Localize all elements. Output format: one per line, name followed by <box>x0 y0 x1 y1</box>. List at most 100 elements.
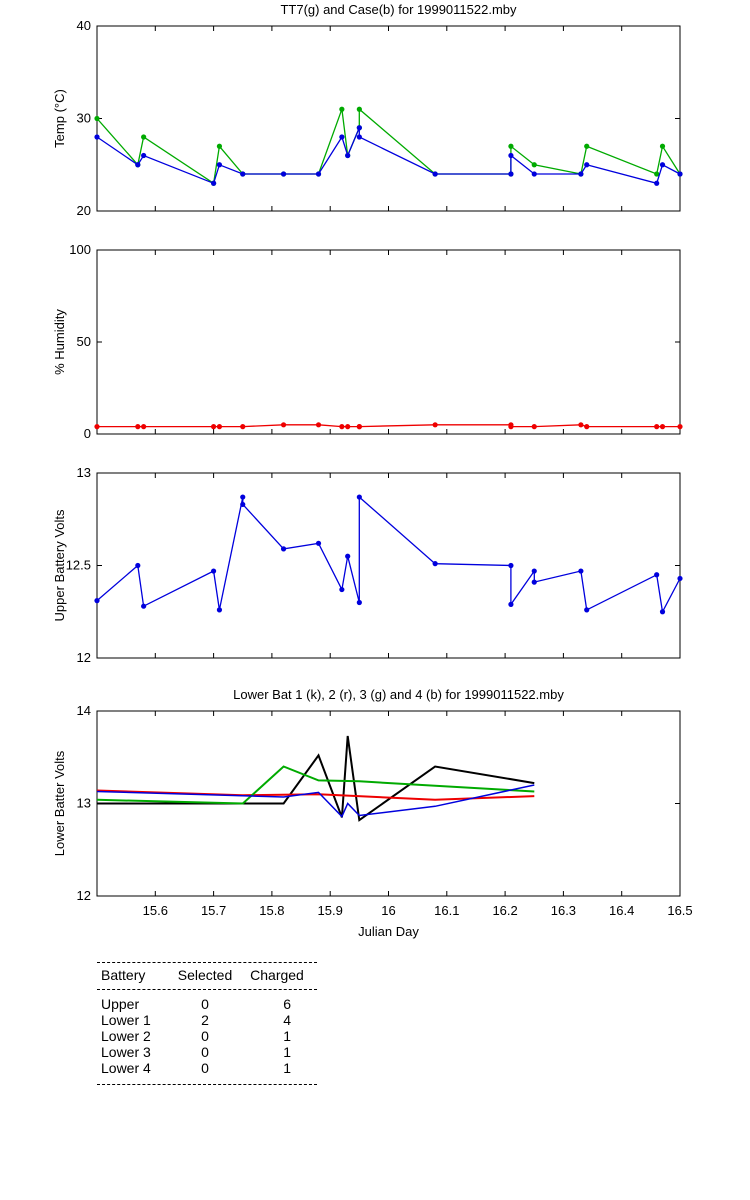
x-tick-label: 15.8 <box>259 903 284 918</box>
y-tick-label: 40 <box>77 18 91 33</box>
data-point <box>94 598 100 604</box>
data-point <box>135 562 141 569</box>
data-point <box>508 424 514 430</box>
series-line <box>96 495 681 614</box>
y-axis-label: % Humidity <box>52 309 67 375</box>
row-charged: 1 <box>283 1060 291 1076</box>
data-point <box>677 424 683 430</box>
data-point <box>211 568 217 574</box>
data-point <box>508 171 514 177</box>
series-line <box>96 765 535 805</box>
data-point <box>654 180 660 186</box>
x-tick-label: 15.6 <box>143 903 168 918</box>
data-point <box>356 494 362 500</box>
chart-title: Lower Bat 1 (k), 2 (r), 3 (g) and 4 (b) … <box>233 687 564 702</box>
data-point <box>432 422 438 428</box>
y-tick-label: 13 <box>77 465 91 480</box>
data-point <box>240 171 246 177</box>
data-point <box>135 424 141 430</box>
data-point <box>531 162 537 168</box>
data-point <box>584 607 590 613</box>
y-axis-label: Temp (°C) <box>52 89 67 148</box>
x-tick-label: 16.5 <box>667 903 692 918</box>
data-point <box>356 106 362 112</box>
charts-figure: 20 30 40 TT7(g) and Case(b) for 1999011522.… <box>52 2 693 939</box>
y-tick-label: 12 <box>77 650 91 665</box>
data-point <box>94 134 100 140</box>
row-selected: 0 <box>201 1044 209 1060</box>
data-point <box>654 424 660 430</box>
data-point <box>339 106 345 112</box>
x-tick-label: 16 <box>381 903 395 918</box>
table-bottom-rule <box>97 1084 317 1085</box>
y-axis-label: Upper Battery Volts <box>52 509 67 621</box>
data-point <box>432 561 438 567</box>
data-point <box>141 134 147 140</box>
x-tick-label: 16.2 <box>492 903 517 918</box>
row-battery: Upper <box>101 996 140 1012</box>
data-point <box>584 143 590 149</box>
data-point <box>345 424 351 430</box>
data-point <box>240 424 246 430</box>
table-row: Lower 1 2 4 <box>97 1012 317 1028</box>
data-point <box>356 134 362 140</box>
data-point <box>141 603 147 609</box>
data-point <box>280 171 287 177</box>
y-tick-label: 20 <box>77 203 91 218</box>
data-point <box>216 424 223 430</box>
data-point <box>339 424 345 430</box>
header-battery: Battery <box>101 967 146 983</box>
data-point <box>677 171 683 177</box>
data-point <box>94 424 100 430</box>
table-row: Lower 3 0 1 <box>97 1044 317 1060</box>
data-point <box>508 143 514 149</box>
table-body: Upper 0 6 Lower 1 2 4 Lower 2 0 1 Lower … <box>97 990 317 1084</box>
data-point <box>315 171 322 177</box>
y-tick-label: 30 <box>77 111 91 126</box>
y-axis-label: Lower Batter Volts <box>52 750 67 856</box>
row-selected: 2 <box>201 1012 209 1028</box>
row-battery: Lower 4 <box>101 1060 151 1076</box>
data-point <box>280 546 287 552</box>
row-selected: 0 <box>201 1060 209 1076</box>
x-tick-label: 15.9 <box>318 903 343 918</box>
data-point <box>531 579 537 585</box>
data-point <box>345 152 351 159</box>
data-point <box>135 162 141 168</box>
series-line <box>96 127 681 185</box>
y-tick-label: 13 <box>77 796 91 811</box>
x-tick-label: 16.1 <box>434 903 459 918</box>
data-point <box>339 134 345 140</box>
plot-frame <box>96 472 681 659</box>
series-line <box>97 735 535 822</box>
data-point <box>578 568 584 574</box>
data-point <box>280 422 287 428</box>
data-point <box>531 171 537 177</box>
data-point <box>654 572 660 578</box>
table-header-row: Battery Selected Charged <box>97 963 317 989</box>
data-point <box>508 562 514 569</box>
data-point <box>356 125 362 131</box>
data-point <box>216 607 223 613</box>
plot-frame <box>96 249 681 435</box>
data-point <box>508 601 514 607</box>
x-tick-label: 16.3 <box>551 903 576 918</box>
data-point <box>584 162 590 168</box>
x-tick-label: 16.4 <box>609 903 634 918</box>
header-charged: Charged <box>250 967 304 983</box>
table-row: Upper 0 6 <box>97 996 317 1012</box>
data-point <box>211 180 217 186</box>
data-point <box>94 115 100 122</box>
data-point <box>531 568 537 574</box>
y-tick-label: 0 <box>84 426 91 441</box>
data-point <box>356 599 362 606</box>
row-charged: 1 <box>283 1028 291 1044</box>
row-battery: Lower 1 <box>101 1012 151 1028</box>
table-top-rule <box>97 962 317 963</box>
series-line <box>96 784 535 818</box>
y-tick-label: 12.5 <box>66 558 91 573</box>
header-selected: Selected <box>177 967 233 983</box>
data-point <box>677 575 683 582</box>
data-point <box>531 424 537 430</box>
row-charged: 6 <box>283 996 291 1012</box>
